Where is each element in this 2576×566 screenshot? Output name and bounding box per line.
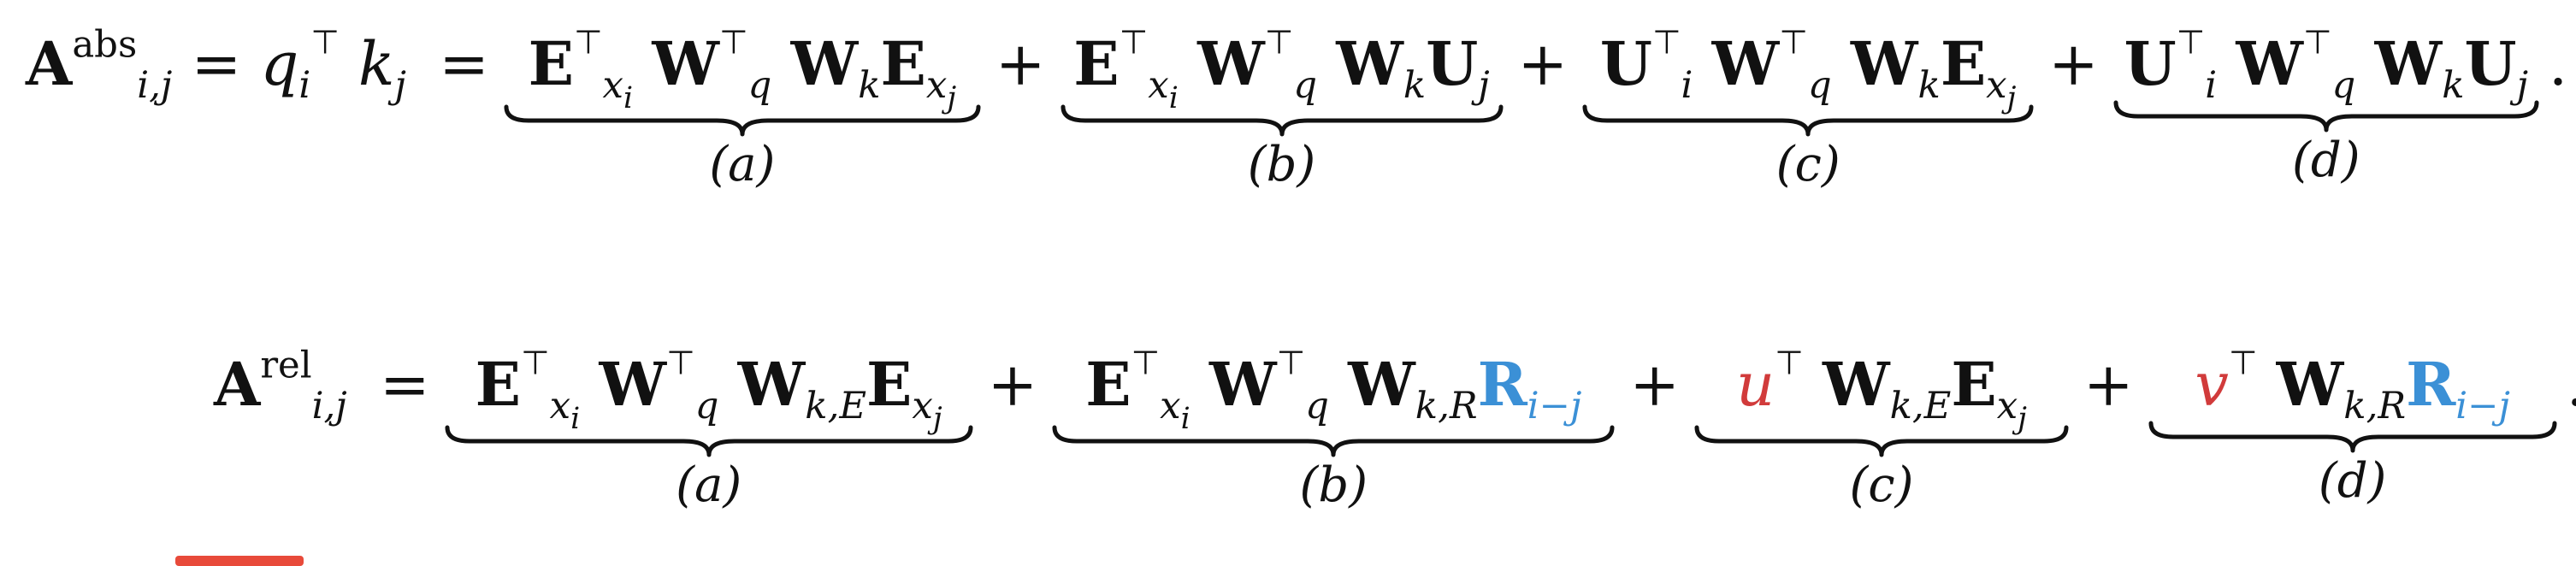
term-d: U⊤i W⊤q WkUj (d) (2112, 27, 2540, 188)
plus: + (987, 350, 1038, 420)
term-c: U⊤i W⊤q WkExj (c) (1581, 27, 2035, 193)
label-c: (c) (1775, 137, 1840, 193)
term-d: v⊤ Wk,RRi−j (d) (2148, 347, 2558, 509)
plus: + (2048, 29, 2099, 99)
symbol-u: u (1736, 350, 1775, 420)
sub-i-minus-j: i−j (2455, 385, 2510, 428)
label-c: (c) (1849, 457, 1914, 514)
term-b: E⊤xi W⊤q WkUj (b) (1060, 27, 1504, 193)
plus: + (2083, 350, 2134, 420)
symbol-k: k (358, 29, 395, 99)
sub-j: j (394, 64, 406, 108)
sub-i: i (298, 64, 311, 108)
term-a: E⊤xi W⊤q Wk,EExj (a) (444, 347, 974, 514)
eq-q: = q (191, 29, 299, 99)
period: . (2548, 29, 2568, 99)
label-a: (a) (676, 457, 742, 514)
equals-sign: = (380, 350, 430, 420)
symbol-R: R (1477, 349, 1527, 420)
sup-abs: abs (72, 23, 138, 67)
underbrace-d (2148, 421, 2557, 453)
sub-ij: i,j (137, 64, 173, 108)
plus: + (995, 29, 1046, 99)
label-d: (d) (2292, 133, 2360, 188)
term-a: E⊤xi W⊤q WkExj (a) (503, 27, 982, 193)
underbrace-c (1582, 104, 2034, 137)
lhs-rel: Areli,j = (214, 347, 444, 425)
term-b: E⊤xi W⊤q Wk,RRi−j (b) (1051, 347, 1616, 514)
period: . (2558, 355, 2576, 415)
underbrace-b (1061, 104, 1504, 137)
term-c: u⊤ Wk,EExj (c) (1693, 347, 2070, 514)
symbol-A: A (26, 28, 73, 99)
symbol-v: v (2195, 350, 2229, 420)
underbrace-a (445, 425, 973, 457)
equation-relative: Areli,j = E⊤xi W⊤q Wk,EExj (a) + E⊤xi W⊤… (214, 347, 2576, 514)
sup-rel: rel (260, 344, 312, 387)
label-d: (d) (2318, 453, 2387, 509)
underbrace-b (1052, 425, 1615, 457)
sub-i-minus-j: i−j (1527, 385, 1582, 428)
symbol-A: A (214, 349, 261, 420)
underbrace-c (1694, 425, 2069, 457)
symbol-R: R (2406, 349, 2456, 420)
sub-ij: i,j (311, 385, 347, 428)
plus: + (1517, 29, 1569, 99)
lhs-abs: Aabsi,j = qi⊤ kj = (26, 27, 503, 104)
equals-sign: = (439, 29, 489, 99)
label-a: (a) (709, 137, 776, 193)
label-b: (b) (1299, 457, 1368, 514)
underbrace-a (504, 104, 981, 137)
equation-absolute: Aabsi,j = qi⊤ kj = E⊤xi W⊤q WkExj (a) + … (26, 27, 2568, 193)
plus: + (1629, 350, 1680, 420)
label-b: (b) (1247, 137, 1316, 193)
underbrace-d (2113, 100, 2539, 133)
red-highlight-mark (175, 556, 304, 566)
